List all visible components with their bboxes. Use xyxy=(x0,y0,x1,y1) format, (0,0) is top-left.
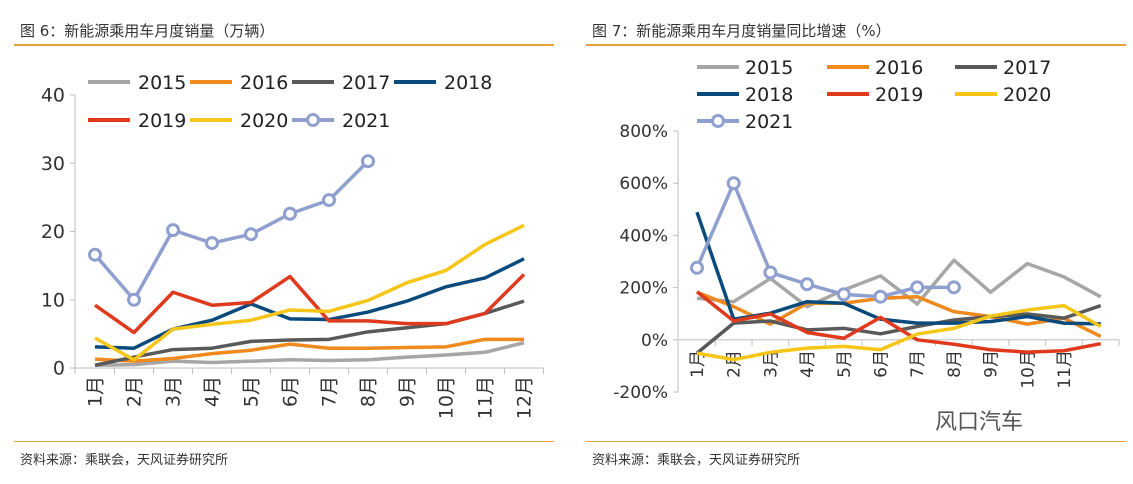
x-tick-label: 5月 xyxy=(835,350,855,378)
x-tick-label: 9月 xyxy=(982,350,1002,378)
data-point-2021 xyxy=(800,277,815,292)
legend-label: 2018 xyxy=(444,72,492,94)
y-tick-label: 600% xyxy=(619,174,668,194)
data-point-2021 xyxy=(127,292,141,307)
x-tick-label: 7月 xyxy=(908,350,928,378)
source-left: 资料来源：乘联会，天风证券研究所 xyxy=(20,453,229,468)
x-tick-label: 1月 xyxy=(85,376,107,407)
legend-label: 2017 xyxy=(342,72,390,94)
data-point-2021 xyxy=(244,227,258,242)
data-point-2021 xyxy=(205,236,219,251)
y-tick-label: 200% xyxy=(619,279,668,299)
data-point-2021 xyxy=(763,265,778,280)
data-point-2021 xyxy=(690,260,704,275)
series-line-2015 xyxy=(94,341,525,368)
x-tick-label: 6月 xyxy=(280,376,302,407)
legend-label: 2015 xyxy=(745,57,793,79)
data-point-2021 xyxy=(910,280,925,295)
series-line-2016 xyxy=(94,337,524,363)
x-tick-label: 4月 xyxy=(202,376,224,407)
title-rule-right xyxy=(586,44,1126,46)
chart-title-left: 图 6：新能源乘用车月度销量（万辆） xyxy=(20,22,275,40)
series-line-2018 xyxy=(94,257,525,350)
legend-label: 2019 xyxy=(875,84,923,106)
x-tick-label: 2月 xyxy=(725,350,745,378)
x-tick-label: 10月 xyxy=(1018,350,1038,389)
chart-title-right: 图 7：新能源乘用车月度销量同比增速（%） xyxy=(592,22,891,40)
y-tick-label: 800% xyxy=(619,122,668,142)
legend-label: 2021 xyxy=(745,111,793,133)
x-tick-label: 3月 xyxy=(163,376,185,407)
x-tick-label: 6月 xyxy=(871,350,891,378)
data-point-2021 xyxy=(283,206,297,221)
x-tick-label: 1月 xyxy=(688,350,708,378)
series-line-2021 xyxy=(695,181,954,299)
legend-label: 2017 xyxy=(1003,57,1051,79)
data-point-2021 xyxy=(946,280,961,295)
data-point-2021 xyxy=(873,289,888,304)
data-point-2021 xyxy=(322,193,336,208)
series-line-2020 xyxy=(696,303,1102,362)
series-line-2015 xyxy=(696,258,1102,309)
legend-label: 2021 xyxy=(342,110,390,132)
series-line-2020 xyxy=(94,223,525,362)
y-tick-label: 400% xyxy=(619,226,668,246)
data-point-2021 xyxy=(88,247,102,262)
legend-label: 2015 xyxy=(138,72,186,94)
y-tick-label: 20 xyxy=(41,221,65,243)
y-tick-label: 10 xyxy=(41,289,65,311)
x-tick-label: 4月 xyxy=(798,350,818,378)
series-line-2021 xyxy=(93,159,370,302)
x-tick-label: 7月 xyxy=(319,376,341,407)
source-right: 资料来源：乘联会，天风证券研究所 xyxy=(592,453,801,468)
y-tick-label: 30 xyxy=(41,153,65,175)
x-tick-label: 9月 xyxy=(397,376,419,407)
legend-label: 2018 xyxy=(745,84,793,106)
footer-rule-right xyxy=(586,441,1126,442)
x-tick-label: 3月 xyxy=(761,350,781,378)
y-tick-label: 40 xyxy=(41,85,65,107)
x-tick-label: 8月 xyxy=(945,350,965,378)
x-tick-label: 11月 xyxy=(1055,350,1075,389)
x-tick-label: 12月 xyxy=(514,376,536,419)
x-tick-label: 8月 xyxy=(358,376,380,407)
legend-label: 2020 xyxy=(240,110,288,132)
watermark: 风口汽车 xyxy=(935,410,1024,435)
legend-label: 2016 xyxy=(875,57,923,79)
legend-marker xyxy=(306,113,320,127)
data-point-2021 xyxy=(726,176,741,191)
y-tick-label: 0% xyxy=(641,331,668,351)
x-tick-label: 2月 xyxy=(124,376,146,407)
legend-label: 2020 xyxy=(1003,84,1051,106)
x-tick-label: 10月 xyxy=(436,376,458,419)
data-point-2021 xyxy=(836,287,851,302)
x-tick-label: 11月 xyxy=(475,376,497,419)
legend-label: 2016 xyxy=(240,72,288,94)
y-tick-label: -200% xyxy=(613,383,668,403)
legend-marker xyxy=(711,114,725,128)
series-line-2019 xyxy=(93,273,526,335)
y-tick-label: 0 xyxy=(53,358,65,380)
series-line-2019 xyxy=(695,290,1102,354)
footer-rule-left xyxy=(14,441,554,442)
x-tick-label: 5月 xyxy=(241,376,263,407)
data-point-2021 xyxy=(361,154,375,169)
legend-label: 2019 xyxy=(138,110,186,132)
title-rule-left xyxy=(14,44,554,46)
data-point-2021 xyxy=(166,223,180,238)
